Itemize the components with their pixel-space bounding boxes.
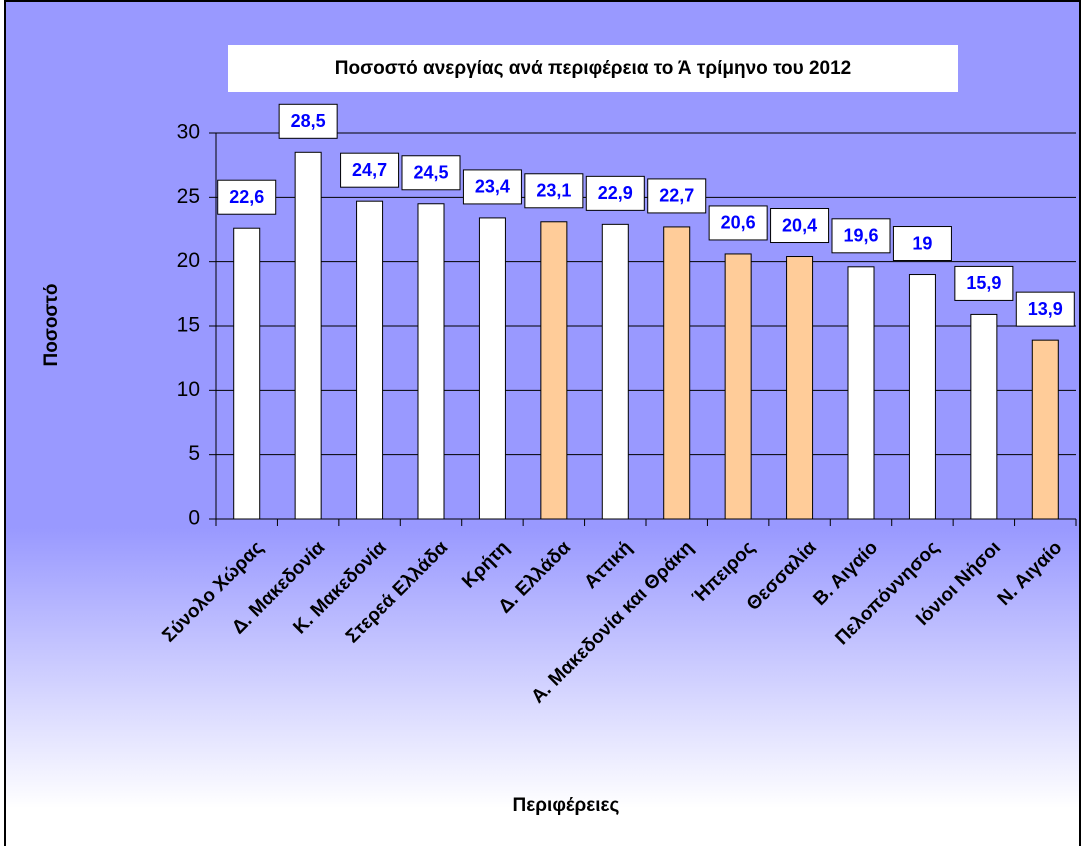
bar xyxy=(663,226,691,520)
data-label: 22,6 xyxy=(229,187,264,207)
y-tick-label: 20 xyxy=(177,249,200,272)
bar xyxy=(970,313,998,520)
data-label: 19 xyxy=(912,233,932,253)
data-label: 19,6 xyxy=(843,226,878,246)
data-label-box xyxy=(401,155,461,191)
title-box xyxy=(228,45,958,92)
data-label: 24,7 xyxy=(352,160,387,180)
y-tick-label: 30 xyxy=(177,121,200,144)
data-label-box xyxy=(585,175,645,211)
bar xyxy=(233,227,261,520)
bar xyxy=(786,256,814,520)
bar xyxy=(540,221,568,520)
data-label: 20,6 xyxy=(721,213,756,233)
bar xyxy=(478,217,506,520)
y-tick-label: 15 xyxy=(177,314,200,337)
bar xyxy=(356,200,384,520)
data-label: 13,9 xyxy=(1028,299,1063,319)
bar xyxy=(908,274,936,520)
data-label-box xyxy=(708,205,768,241)
y-tick-label: 10 xyxy=(177,378,200,401)
data-label: 22,7 xyxy=(659,186,694,206)
y-tick-label: 5 xyxy=(188,442,200,465)
data-label-box xyxy=(1015,291,1075,327)
data-label-box xyxy=(831,218,891,254)
bar xyxy=(1031,339,1059,520)
bar xyxy=(847,266,875,520)
bar xyxy=(601,223,629,520)
data-label-box xyxy=(892,226,952,262)
data-label-box xyxy=(217,179,277,215)
data-label: 20,4 xyxy=(782,215,817,235)
y-axis-label: Ποσοστό xyxy=(41,283,62,366)
data-label-box xyxy=(278,103,338,139)
data-label-box xyxy=(954,265,1014,301)
data-label-box xyxy=(340,152,400,188)
data-label-box xyxy=(524,173,584,209)
bar xyxy=(294,151,322,520)
data-label-box xyxy=(770,208,830,244)
chart-title: Ποσοστό ανεργίας ανά περιφέρεια το Ά τρί… xyxy=(335,58,851,79)
data-label: 24,5 xyxy=(413,163,448,183)
y-tick-label: 25 xyxy=(177,185,200,208)
y-tick-label: 0 xyxy=(188,507,200,530)
data-label: 28,5 xyxy=(291,111,326,131)
bar xyxy=(417,203,445,520)
bar xyxy=(724,253,752,520)
data-label: 15,9 xyxy=(966,273,1001,293)
data-label: 23,4 xyxy=(475,177,510,197)
data-label: 22,9 xyxy=(598,183,633,203)
data-label: 23,1 xyxy=(536,181,571,201)
x-axis-label: Περιφέρειες xyxy=(513,795,620,816)
data-label-box xyxy=(462,169,522,205)
data-label-box xyxy=(647,178,707,214)
